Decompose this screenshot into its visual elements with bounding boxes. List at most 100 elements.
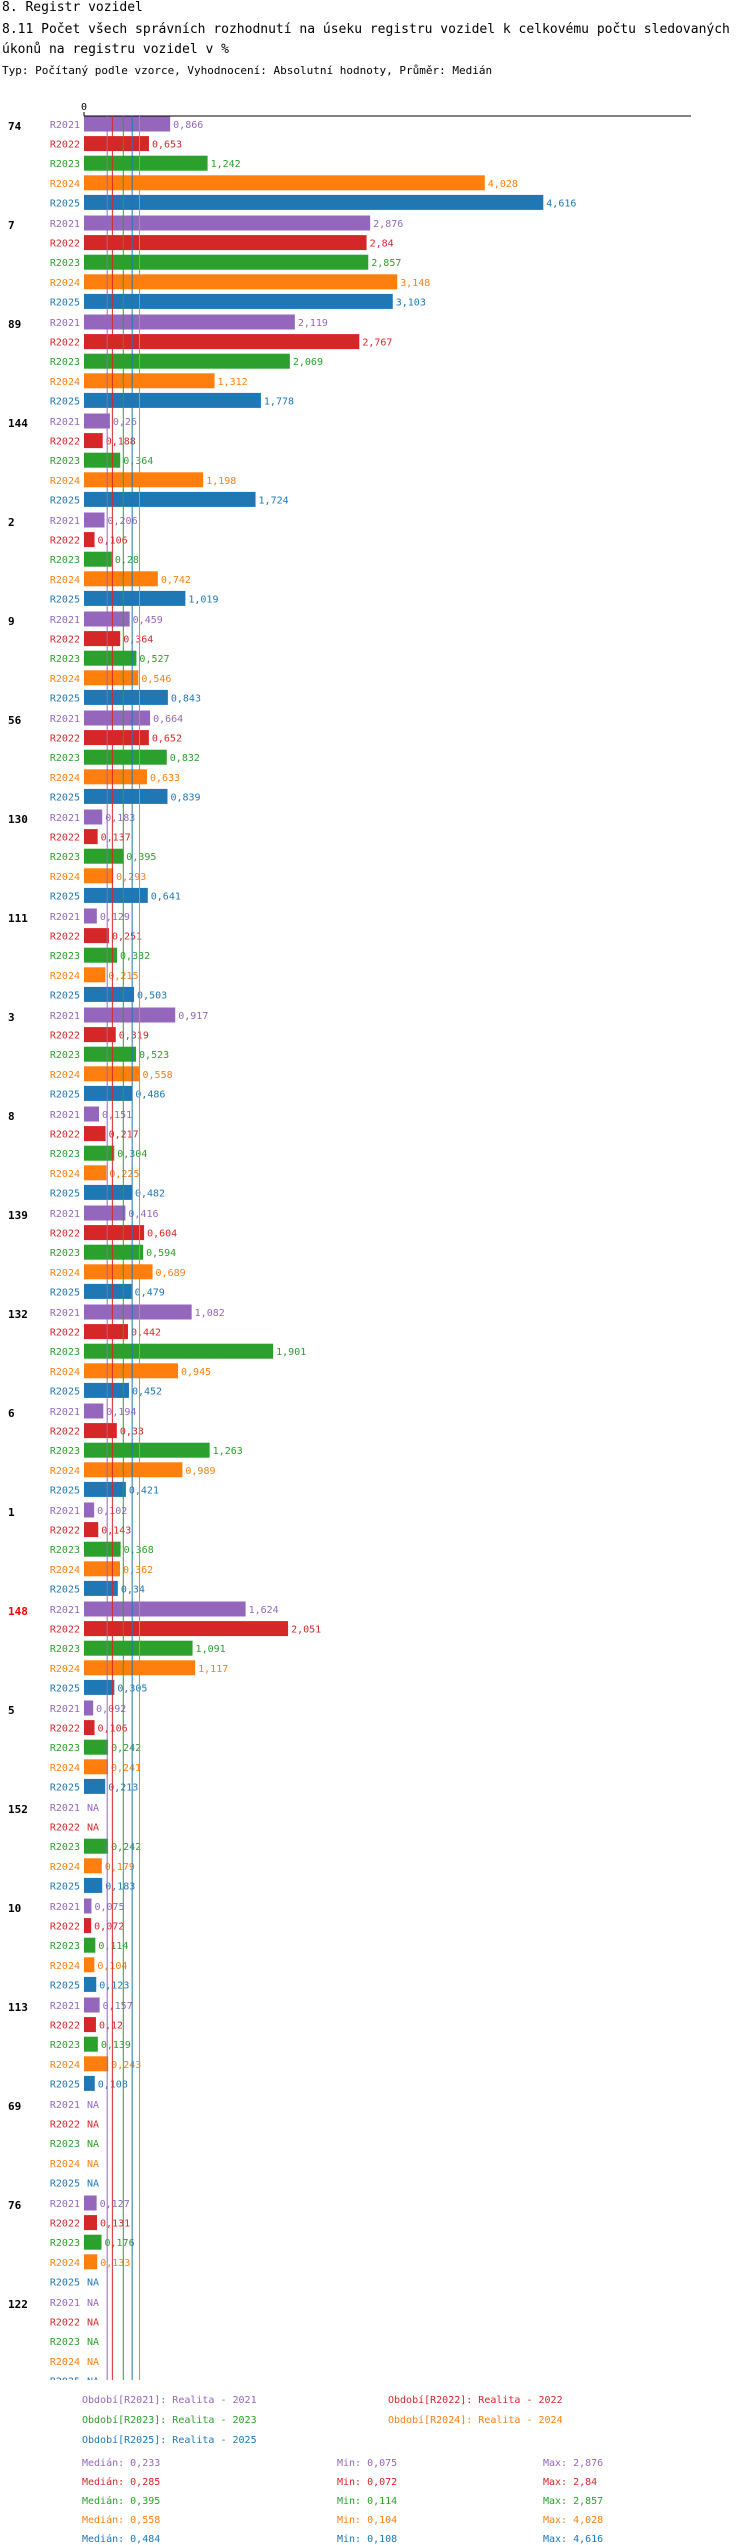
bar: [84, 452, 121, 468]
series-label: R2022: [50, 1724, 80, 1735]
stat-median: Medián: 0,233: [82, 2458, 161, 2469]
series-label: R2022: [50, 1823, 80, 1834]
data-label: 0,179: [105, 1862, 135, 1873]
data-label: 1,901: [276, 1347, 306, 1358]
series-label: R2025: [50, 891, 80, 902]
series-label: R2025: [50, 1683, 80, 1694]
group-label: 130: [8, 813, 28, 826]
data-label: 0,114: [98, 1941, 128, 1952]
stat-max: Max: 2,876: [543, 2458, 604, 2469]
data-label: 0,452: [132, 1386, 162, 1397]
data-label: 0,123: [99, 1980, 129, 1991]
data-label: NA: [87, 1823, 99, 1834]
series-label: R2022: [50, 1922, 80, 1933]
data-label: 0,503: [137, 990, 167, 1001]
legend-item: Období[R2024]: Realita - 2024: [388, 2415, 563, 2426]
data-label: 0,241: [111, 1763, 141, 1774]
series-label: R2024: [50, 1169, 80, 1180]
bar: [84, 1838, 109, 1854]
data-label: 2,069: [293, 357, 323, 368]
bar: [84, 1601, 246, 1617]
legend-item: Období[R2023]: Realita - 2023: [82, 2415, 257, 2426]
bar: [84, 1225, 145, 1241]
data-label: 0,225: [109, 1169, 139, 1180]
series-label: R2022: [50, 833, 80, 844]
bar: [84, 293, 393, 309]
bar: [84, 433, 103, 449]
data-label: 0,151: [102, 1110, 132, 1121]
bar: [84, 2234, 102, 2250]
group-label: 122: [8, 2298, 28, 2311]
bar: [84, 2215, 98, 2231]
bar: [84, 2036, 98, 2052]
data-label: 0,127: [100, 2199, 130, 2210]
stat-median: Medián: 0,558: [82, 2515, 161, 2526]
data-label: 0,945: [181, 1367, 211, 1378]
bar: [84, 1343, 274, 1359]
data-label: 0,523: [139, 1050, 169, 1061]
series-label: R2023: [50, 1149, 80, 1160]
series-label: R2025: [50, 2277, 80, 2288]
data-label: 0,866: [173, 120, 203, 131]
series-label: R2021: [50, 813, 80, 824]
data-label: 0,641: [151, 891, 181, 902]
series-label: R2024: [50, 476, 80, 487]
series-label: R2024: [50, 971, 80, 982]
data-label: 0,293: [116, 872, 146, 883]
series-label: R2023: [50, 1941, 80, 1952]
data-label: 1,082: [195, 1308, 225, 1319]
series-label: R2023: [50, 357, 80, 368]
series-label: R2025: [50, 2178, 80, 2189]
group-label: 9: [8, 615, 15, 628]
data-label: 0,364: [123, 635, 153, 646]
data-label: NA: [87, 2376, 99, 2380]
series-label: R2025: [50, 396, 80, 407]
stat-min: Min: 0,075: [337, 2458, 398, 2469]
series-label: R2021: [50, 1704, 80, 1715]
bar: [84, 116, 171, 132]
stat-min: Min: 0,108: [337, 2534, 398, 2545]
series-label: R2025: [50, 1881, 80, 1892]
series-label: R2022: [50, 140, 80, 151]
series-label: R2023: [50, 555, 80, 566]
series-label: R2023: [50, 2139, 80, 2150]
bar: [84, 512, 105, 528]
data-label: 0,843: [171, 693, 201, 704]
series-label: R2025: [50, 693, 80, 704]
group-label: 69: [8, 2100, 21, 2113]
bar-chart: 0 74 R2021 0,866 R2022 0,653 R2023 1,242 R2024 4,…: [8, 102, 691, 2380]
series-label: R2021: [50, 912, 80, 923]
data-label: 0,364: [123, 456, 153, 467]
group-label: 56: [8, 714, 22, 727]
series-label: R2022: [50, 1526, 80, 1537]
bar: [84, 2254, 98, 2270]
bar: [84, 1918, 92, 1934]
series-label: R2021: [50, 714, 80, 725]
data-label: 0,072: [94, 1922, 124, 1933]
series-label: R2024: [50, 773, 80, 784]
group-label: 7: [8, 219, 15, 232]
series-label: R2023: [50, 159, 80, 170]
data-label: 0,362: [123, 1565, 153, 1576]
series-label: R2021: [50, 1407, 80, 1418]
series-label: R2021: [50, 1506, 80, 1517]
bar: [84, 631, 121, 647]
data-label: NA: [87, 2337, 99, 2348]
data-label: 0,368: [124, 1545, 154, 1556]
data-label: 0,604: [147, 1229, 177, 1240]
data-label: 0,664: [153, 714, 183, 725]
group-label: 132: [8, 1308, 28, 1321]
bar: [84, 986, 135, 1002]
data-label: 1,242: [211, 159, 241, 170]
legend-item: Období[R2021]: Realita - 2021: [82, 2395, 257, 2406]
series-label: R2022: [50, 1130, 80, 1141]
series-label: R2022: [50, 734, 80, 745]
bar: [84, 650, 137, 666]
bar: [84, 1898, 92, 1914]
series-label: R2024: [50, 1763, 80, 1774]
data-label: 0,319: [119, 1031, 149, 1042]
series-label: R2021: [50, 2001, 80, 2012]
data-label: 0,183: [105, 813, 135, 824]
series-label: R2023: [50, 1446, 80, 1457]
bar: [84, 1442, 210, 1458]
